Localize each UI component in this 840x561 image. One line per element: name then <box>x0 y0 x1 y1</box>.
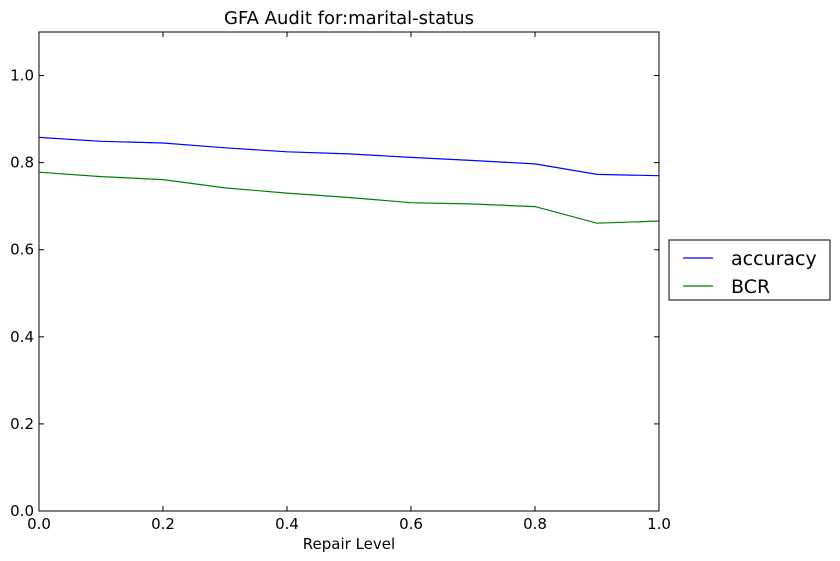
series-line-accuracy <box>38 136 660 177</box>
x-axis-label: Repair Level <box>303 535 395 553</box>
series-line-bcr <box>38 171 660 224</box>
x-tick-label: 1.0 <box>647 515 671 533</box>
x-tick-label: 0.0 <box>27 515 51 533</box>
plot-area <box>38 31 660 512</box>
legend-label-accuracy: accuracy <box>731 248 817 270</box>
legend-label-bcr: BCR <box>731 276 770 298</box>
y-tick-label: 0.0 <box>10 502 34 520</box>
x-axis: 0.0 0.2 0.4 0.6 0.8 1.0 <box>27 32 671 533</box>
y-tick-label: 0.8 <box>10 154 34 172</box>
x-tick-label: 0.6 <box>399 515 423 533</box>
legend: accuracy BCR <box>668 239 831 301</box>
legend-box <box>668 239 831 301</box>
x-tick-label: 0.4 <box>275 515 299 533</box>
x-tick-label: 0.2 <box>151 515 175 533</box>
x-tick-label: 0.8 <box>523 515 547 533</box>
y-tick-label: 0.2 <box>10 415 34 433</box>
y-axis: 0.0 0.2 0.4 0.6 0.8 1.0 <box>10 67 659 520</box>
y-tick-label: 1.0 <box>10 67 34 85</box>
chart-title: GFA Audit for:marital-status <box>224 8 474 29</box>
y-tick-label: 0.6 <box>10 241 34 259</box>
series-lines <box>38 136 660 224</box>
y-tick-label: 0.4 <box>10 328 34 346</box>
